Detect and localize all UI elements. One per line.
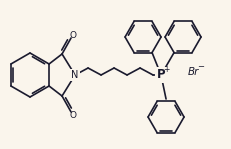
Text: P: P: [156, 69, 165, 82]
Text: +: +: [162, 66, 168, 74]
Text: N: N: [71, 70, 78, 80]
Text: −: −: [197, 62, 204, 72]
Text: Br: Br: [186, 67, 198, 77]
Text: O: O: [69, 111, 76, 119]
Text: O: O: [69, 31, 76, 39]
